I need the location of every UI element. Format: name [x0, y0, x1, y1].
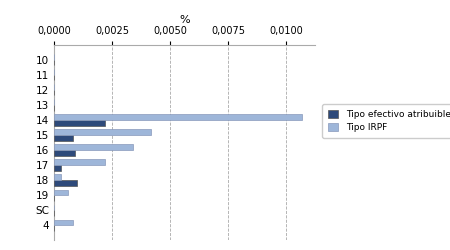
Bar [54, 150, 75, 156]
Bar [54, 114, 302, 120]
Legend: Tipo efectivo atribuible, Tipo IRPF: Tipo efectivo atribuible, Tipo IRPF [322, 104, 450, 138]
Bar [54, 180, 77, 186]
Bar [54, 160, 105, 165]
Bar [54, 165, 61, 171]
X-axis label: %: % [179, 15, 190, 25]
Bar [54, 120, 105, 126]
Bar [54, 135, 72, 141]
Bar [54, 174, 61, 180]
Bar [54, 129, 152, 135]
Bar [54, 144, 133, 150]
Bar [54, 190, 68, 195]
Bar [54, 220, 72, 226]
